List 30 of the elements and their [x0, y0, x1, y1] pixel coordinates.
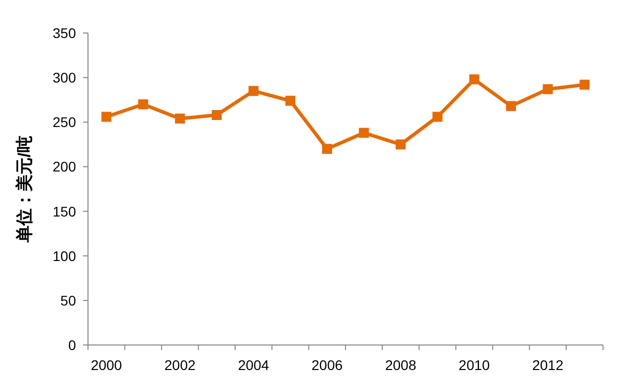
- y-tick-label: 350: [52, 25, 76, 41]
- point: [138, 99, 148, 110]
- y-tick-label: 250: [52, 114, 76, 130]
- x-tick-label: 2008: [385, 357, 416, 373]
- point: [285, 96, 296, 106]
- y-tick-label: 100: [52, 248, 76, 264]
- point: [248, 86, 259, 96]
- point: [580, 80, 590, 90]
- point: [432, 112, 442, 122]
- x-tick-label: 2002: [164, 357, 196, 373]
- y-tick-label: 150: [52, 203, 76, 220]
- y-tick-label: 0: [68, 337, 76, 353]
- point: [322, 144, 332, 154]
- y-tick-label: 50: [60, 292, 76, 308]
- point: [101, 112, 112, 122]
- point: [469, 74, 480, 84]
- point: [212, 110, 222, 120]
- y-tick-label: 200: [52, 158, 76, 175]
- x-tick-label: 2012: [532, 357, 564, 373]
- y-axis-title: 单位：美元/吨: [15, 136, 34, 244]
- x-tick-label: 2000: [90, 357, 122, 373]
- point: [396, 139, 406, 150]
- point: [358, 128, 369, 138]
- x-tick-label: 2004: [238, 357, 270, 373]
- x-tick-label: 2006: [312, 357, 343, 373]
- point: [174, 114, 185, 124]
- point: [506, 101, 516, 112]
- x-tick-label: 2010: [458, 357, 490, 373]
- point: [542, 84, 553, 94]
- y-tick-label: 300: [52, 70, 76, 86]
